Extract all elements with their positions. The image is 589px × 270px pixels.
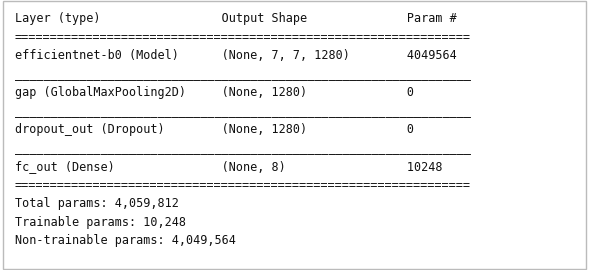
Text: Layer (type)                 Output Shape              Param #   
==============: Layer (type) Output Shape Param # ======… (15, 12, 478, 247)
FancyBboxPatch shape (3, 1, 586, 269)
